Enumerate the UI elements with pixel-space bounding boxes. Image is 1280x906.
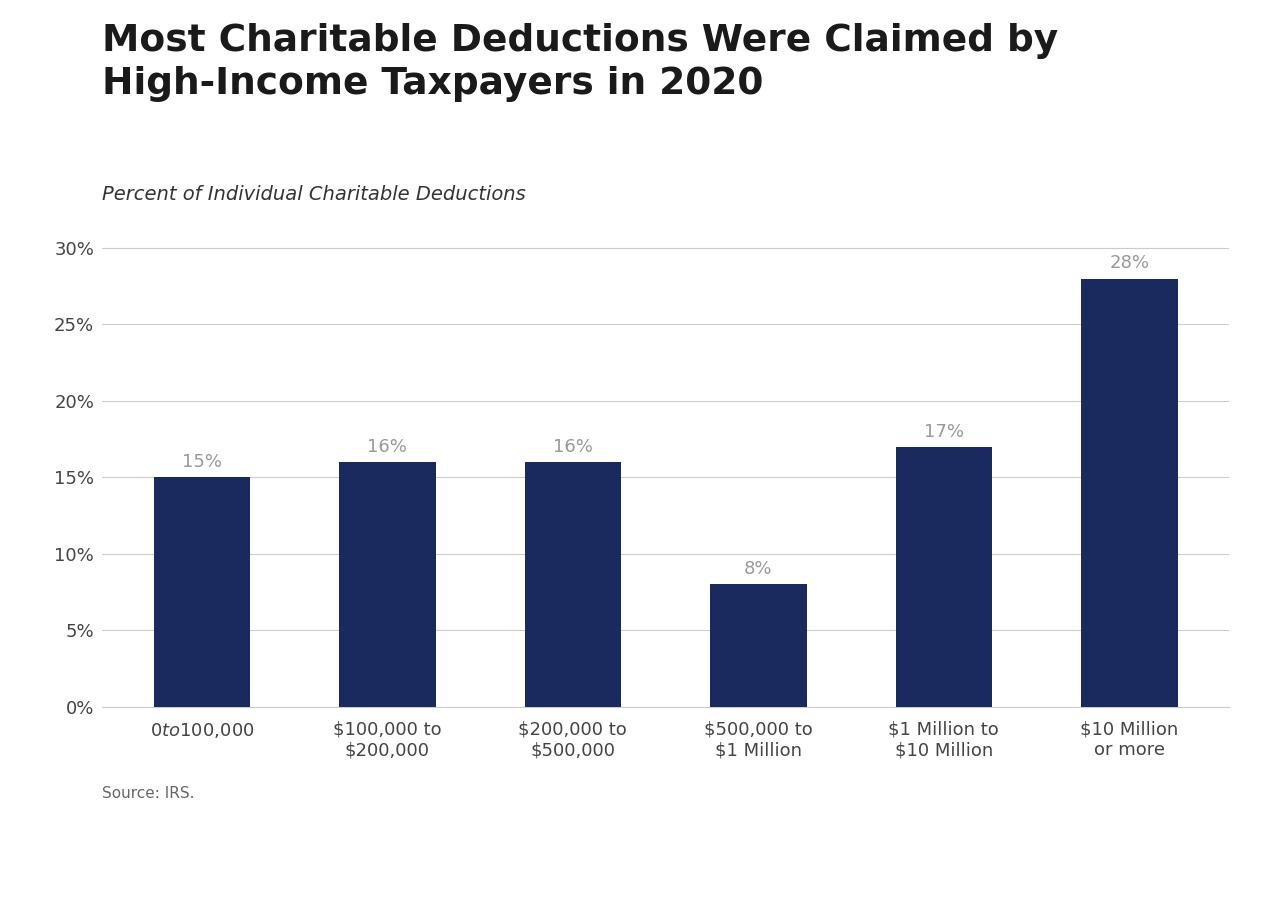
Bar	[525, 462, 621, 707]
Text: 15%: 15%	[182, 453, 221, 471]
Bar	[1082, 279, 1178, 707]
Text: 28%: 28%	[1110, 255, 1149, 273]
Bar	[896, 447, 992, 707]
Text: 17%: 17%	[924, 423, 964, 440]
Text: 16%: 16%	[553, 438, 593, 456]
Text: TAX FOUNDATION: TAX FOUNDATION	[28, 866, 221, 884]
Text: Percent of Individual Charitable Deductions: Percent of Individual Charitable Deducti…	[102, 185, 526, 204]
Text: Source: IRS.: Source: IRS.	[102, 786, 195, 801]
Text: Most Charitable Deductions Were Claimed by
High-Income Taxpayers in 2020: Most Charitable Deductions Were Claimed …	[102, 23, 1059, 101]
Text: 16%: 16%	[367, 438, 407, 456]
Bar	[339, 462, 435, 707]
Bar	[154, 477, 250, 707]
Bar	[710, 584, 806, 707]
Text: @TaxFoundation: @TaxFoundation	[1071, 866, 1252, 884]
Text: 8%: 8%	[744, 560, 773, 578]
